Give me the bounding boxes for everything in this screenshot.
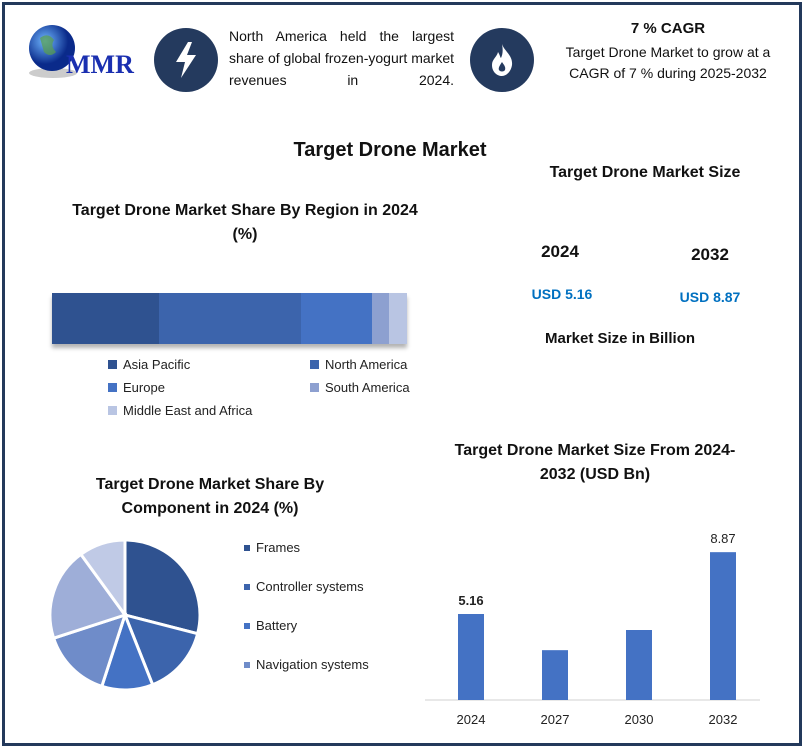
region-segment-asia-pacific: [52, 293, 159, 344]
legend-swatch: [310, 360, 319, 369]
legend-label: Battery: [256, 618, 298, 633]
x-tick-label: 2027: [541, 712, 570, 727]
year-2032: 2032: [691, 245, 729, 264]
legend-swatch: [244, 661, 250, 668]
bar-2030: [626, 630, 652, 700]
pie-slice-controller-systems: [122, 612, 200, 687]
pie-slice-other-2: [78, 538, 127, 620]
bar-2027: [542, 650, 568, 700]
x-tick-label: 2032: [709, 712, 738, 727]
data-label: 8.87: [710, 531, 735, 546]
legend-label: Europe: [123, 380, 165, 395]
size-chart-title: Target Drone Market Size From 2024-2032 …: [454, 442, 736, 483]
fire-circle: [470, 28, 534, 92]
region-segment-south-america: [371, 293, 390, 344]
region-legend-item: South America: [310, 380, 410, 395]
legend-label: South America: [325, 380, 410, 395]
legend-label: Controller systems: [256, 579, 364, 594]
component-chart-title: Target Drone Market Share By Component i…: [95, 476, 325, 517]
component-legend-item: Battery: [244, 618, 297, 633]
fire-icon: [492, 44, 513, 76]
region-segment-europe: [300, 293, 372, 344]
mmr-logo: MMR: [18, 18, 138, 88]
legend-swatch: [244, 583, 250, 590]
cagr-title: 7 % CAGR: [630, 20, 706, 37]
component-legend-item: Navigation systems: [244, 657, 369, 672]
component-pie-chart: [48, 538, 202, 692]
pie-slice-frames: [123, 538, 202, 636]
region-segment-north-america: [158, 293, 301, 344]
legend-label: Navigation systems: [256, 657, 369, 672]
region-chart-title: Target Drone Market Share By Region in 2…: [72, 202, 418, 243]
legend-swatch: [108, 360, 117, 369]
legend-label: Middle East and Africa: [123, 403, 253, 418]
logo-text: MMR: [66, 50, 134, 79]
insight-text: North America held the largest share of …: [229, 28, 454, 88]
bar-2024: [458, 614, 484, 700]
cagr-text: Target Drone Market to grow at a CAGR of…: [565, 44, 771, 81]
legend-swatch: [108, 383, 117, 392]
market-size-unit: Market Size in Billion: [544, 330, 696, 347]
region-legend-item: North America: [310, 357, 407, 372]
region-segment-middle-east-and-africa: [389, 293, 407, 344]
legend-swatch: [244, 622, 250, 629]
legend-swatch: [310, 383, 319, 392]
x-tick-label: 2030: [625, 712, 654, 727]
region-stacked-bar: [52, 293, 407, 344]
pie-slice-other-1: [48, 552, 128, 641]
lightning-icon: [176, 42, 196, 78]
size-bar-chart: 2024 5.16 2027 2030 2032 8.87: [425, 531, 760, 727]
legend-label: Frames: [256, 540, 301, 555]
region-legend-item: Middle East and Africa: [108, 403, 252, 418]
value-2024: USD 5.16: [531, 286, 593, 302]
year-2024: 2024: [541, 242, 579, 261]
market-size-title: Target Drone Market Size: [549, 164, 741, 181]
legend-swatch: [108, 406, 117, 415]
lightning-circle: [154, 28, 218, 92]
data-label: 5.16: [458, 593, 483, 608]
legend-label: Asia Pacific: [123, 357, 191, 372]
bar-2032: [710, 552, 736, 700]
component-legend-item: Frames: [244, 540, 300, 555]
main-title: Target Drone Market: [293, 139, 487, 161]
legend-swatch: [244, 544, 250, 551]
region-legend-item: Europe: [108, 380, 165, 395]
globe-icon: [29, 25, 77, 78]
legend-label: North America: [325, 357, 408, 372]
x-tick-label: 2024: [457, 712, 486, 727]
value-2032: USD 8.87: [679, 289, 741, 305]
region-legend-item: Asia Pacific: [108, 357, 190, 372]
component-legend-item: Controller systems: [244, 579, 364, 594]
